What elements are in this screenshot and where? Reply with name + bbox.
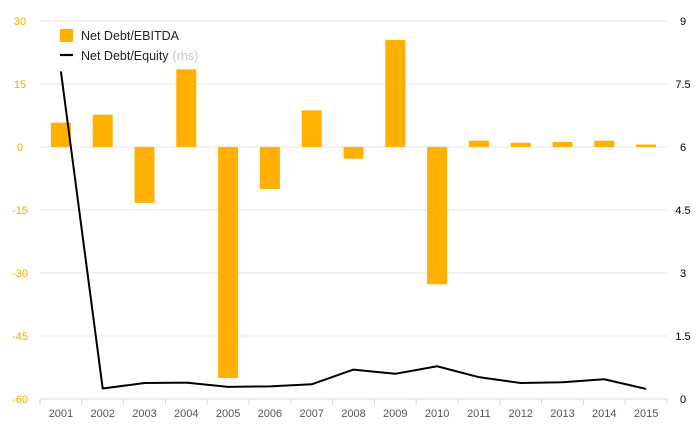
right-tick-label: 0	[680, 394, 686, 406]
bar-2011	[469, 141, 489, 147]
right-axis-ticks: 9 7.5 6 4.5 3 1.5 0	[675, 16, 690, 406]
left-tick-label: -60	[12, 394, 28, 406]
bar-2008	[344, 147, 364, 159]
line-series	[61, 71, 646, 389]
x-tick-label: 2008	[341, 408, 365, 420]
right-tick-label: 3	[680, 268, 686, 280]
x-tick-label: 2004	[174, 408, 198, 420]
bar-2010	[427, 147, 447, 284]
left-axis-ticks: 30 15 0 -15 -30 -45 -60	[12, 16, 28, 406]
legend: Net Debt/EBITDA Net Debt/Equity (rhs)	[60, 29, 198, 63]
x-tick-label: 2011	[467, 408, 491, 420]
bar-2004	[176, 69, 196, 147]
left-tick-label: 30	[14, 16, 26, 28]
line-net-debt-equity	[61, 71, 646, 389]
left-tick-label: 0	[17, 142, 23, 154]
left-tick-label: 15	[14, 79, 26, 91]
x-tick-label: 2006	[258, 408, 282, 420]
gridlines	[40, 21, 667, 336]
x-tick-label: 2007	[299, 408, 323, 420]
legend-swatch-bar	[60, 29, 73, 42]
bar-2006	[260, 147, 280, 189]
bar-2003	[135, 147, 155, 203]
x-tick-label: 2005	[216, 408, 240, 420]
legend-label-line: Net Debt/Equity (rhs)	[81, 49, 198, 63]
right-tick-label: 9	[680, 16, 686, 28]
right-tick-label: 6	[680, 142, 686, 154]
bar-2015	[636, 144, 656, 147]
x-tick-label: 2003	[132, 408, 156, 420]
bar-2013	[553, 142, 573, 147]
left-tick-label: -15	[12, 205, 28, 217]
bar-2009	[385, 40, 405, 147]
bar-2005	[218, 147, 238, 378]
legend-label-line-name: Net Debt/Equity	[81, 49, 169, 63]
x-tick-label: 2001	[49, 408, 73, 420]
right-tick-label: 7.5	[675, 79, 690, 91]
bar-series	[51, 40, 656, 378]
right-tick-label: 1.5	[675, 331, 690, 343]
x-tick-label: 2014	[592, 408, 616, 420]
bar-2007	[302, 110, 322, 147]
bar-2012	[511, 143, 531, 147]
legend-label-bar: Net Debt/EBITDA	[81, 29, 180, 43]
x-tick-label: 2013	[550, 408, 574, 420]
left-tick-label: -45	[12, 331, 28, 343]
x-tick-label: 2009	[383, 408, 407, 420]
x-tick-label: 2012	[508, 408, 532, 420]
right-tick-label: 4.5	[675, 205, 690, 217]
bar-2014	[594, 141, 614, 147]
legend-label-line-suffix: (rhs)	[173, 49, 199, 63]
x-tick-label: 2010	[425, 408, 449, 420]
bar-2002	[93, 115, 113, 147]
x-tick-label: 2015	[634, 408, 658, 420]
x-axis: 2001 2002 2003 2004 2005 2006 2007 2008 2009 2010…	[40, 399, 667, 420]
left-tick-label: -30	[12, 268, 28, 280]
x-tick-label: 2002	[90, 408, 114, 420]
